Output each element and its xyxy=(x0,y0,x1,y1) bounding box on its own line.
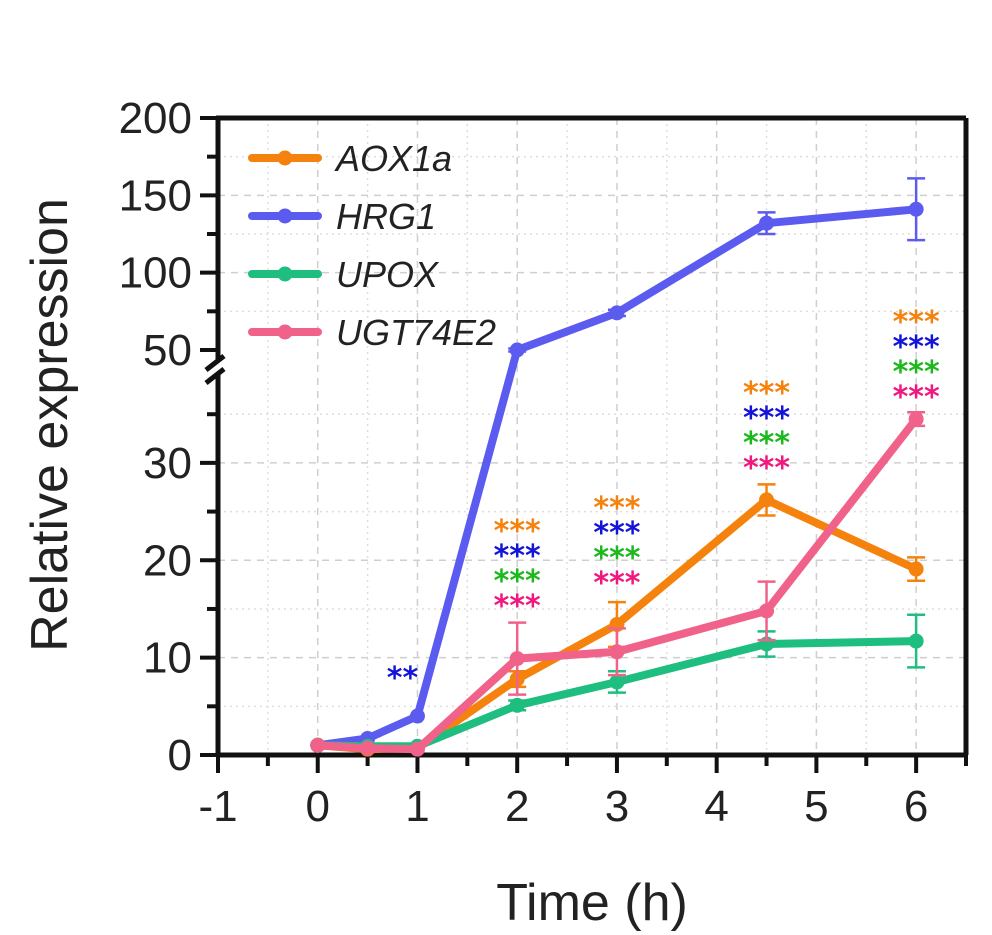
legend-entry-upox: UPOX xyxy=(248,254,440,295)
legend-entry-hrg1: HRG1 xyxy=(248,196,436,237)
data-point xyxy=(509,651,525,667)
data-point xyxy=(360,740,376,756)
data-point xyxy=(409,741,425,757)
legend-swatch-marker xyxy=(277,266,293,282)
significance-marker: *** xyxy=(743,451,790,486)
significance-marker: *** xyxy=(893,305,940,340)
x-tick-label: -1 xyxy=(198,782,237,831)
data-point xyxy=(409,708,425,724)
legend-swatch-marker xyxy=(277,208,293,224)
x-axis-title: Time (h) xyxy=(496,874,688,932)
significance-marker: *** xyxy=(743,376,790,411)
axis-break-mark xyxy=(204,354,226,372)
y-tick-label: 30 xyxy=(143,439,192,488)
significance-marker: *** xyxy=(593,491,640,526)
x-tick-label: 1 xyxy=(405,782,429,831)
data-point xyxy=(759,603,775,619)
grid-lines xyxy=(218,118,967,755)
data-point xyxy=(908,411,924,427)
data-point xyxy=(908,633,924,649)
legend-label: UGT74E2 xyxy=(336,312,496,353)
legend-label: UPOX xyxy=(336,254,440,295)
significance-marker: *** xyxy=(743,401,790,436)
x-tick-label: 5 xyxy=(804,782,828,831)
legend-label: HRG1 xyxy=(336,196,436,237)
significance-marker: *** xyxy=(743,426,790,461)
y-tick-label: 20 xyxy=(143,536,192,585)
x-tick-label: 6 xyxy=(904,782,928,831)
x-tick-label: 4 xyxy=(704,782,728,831)
significance-marker: *** xyxy=(593,541,640,576)
data-point xyxy=(310,737,326,753)
y-tick-label: 100 xyxy=(119,249,192,298)
legend-entry-aox1a: AOX1a xyxy=(248,138,452,179)
y-tick-label: 0 xyxy=(168,731,192,780)
data-point xyxy=(759,492,775,508)
y-axis-title: Relative expression xyxy=(21,198,79,652)
significance-marker: *** xyxy=(893,380,940,415)
significance-marker: *** xyxy=(494,514,541,549)
data-point xyxy=(609,674,625,690)
data-point xyxy=(609,305,625,321)
x-tick-label: 0 xyxy=(305,782,329,831)
x-tick-label: 2 xyxy=(505,782,529,831)
significance-marker: *** xyxy=(593,566,640,601)
data-point xyxy=(908,201,924,217)
legend-label: AOX1a xyxy=(334,138,452,179)
series-hrg1 xyxy=(310,177,926,753)
significance-marker: *** xyxy=(593,516,640,551)
y-tick-label: 200 xyxy=(119,94,192,143)
axis-break-mark xyxy=(204,367,226,385)
x-tick-label: 3 xyxy=(605,782,629,831)
data-point xyxy=(609,644,625,660)
data-series xyxy=(310,177,926,757)
y-tick-label: 150 xyxy=(119,171,192,220)
significance-annotations: ****************************************… xyxy=(387,305,940,696)
data-point xyxy=(759,215,775,231)
y-tick-label: 50 xyxy=(143,326,192,375)
legend-swatch-marker xyxy=(277,150,293,166)
significance-marker: *** xyxy=(494,589,541,624)
significance-marker: ** xyxy=(387,661,419,696)
legend-entry-ugt74e2: UGT74E2 xyxy=(248,312,496,353)
series-ugt74e2 xyxy=(310,411,926,757)
legend: AOX1a HRG1 UPOX UGT74E2 xyxy=(248,138,496,353)
y-tick-label: 10 xyxy=(143,634,192,683)
data-point xyxy=(509,342,525,358)
significance-marker: *** xyxy=(494,539,541,574)
data-point xyxy=(509,697,525,713)
significance-marker: *** xyxy=(893,355,940,390)
significance-marker: *** xyxy=(494,564,541,599)
significance-marker: *** xyxy=(893,330,940,365)
data-point xyxy=(908,561,924,577)
legend-swatch-marker xyxy=(277,324,293,340)
